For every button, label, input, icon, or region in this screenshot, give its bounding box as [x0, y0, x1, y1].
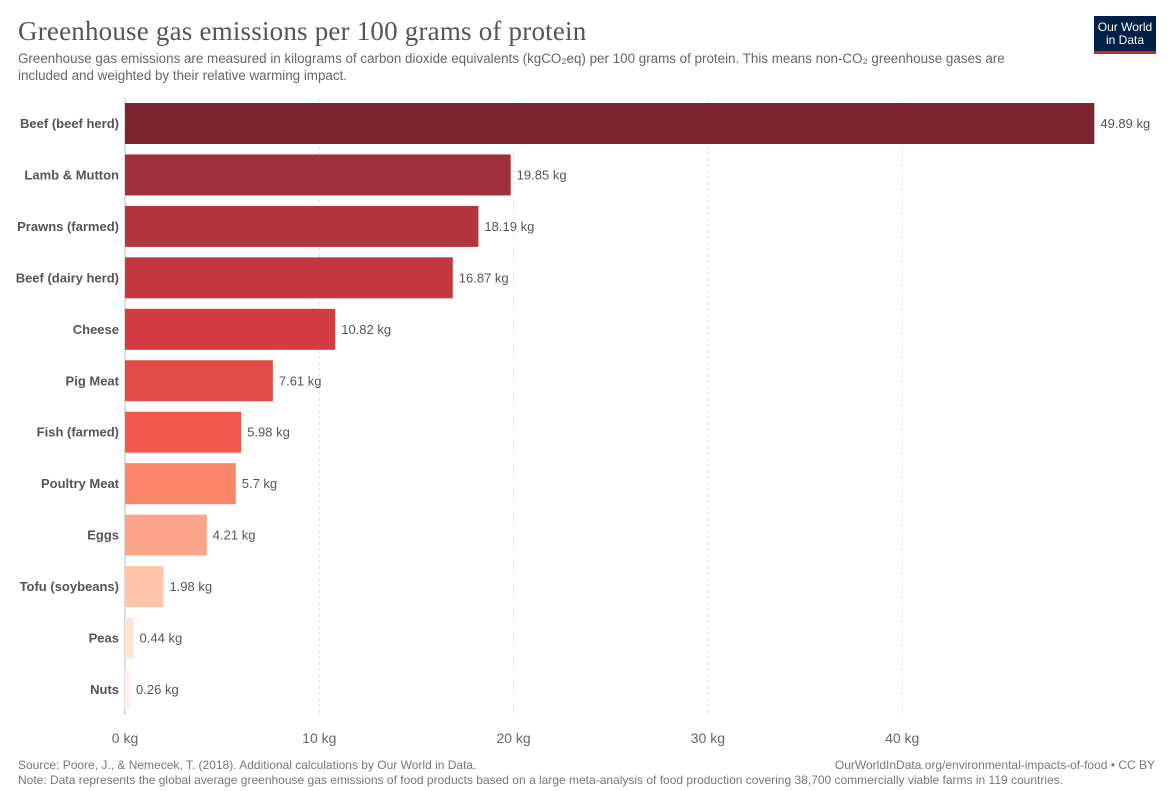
- data-note: Note: Data represents the global average…: [18, 773, 1064, 787]
- value-label: 5.98 kg: [247, 425, 290, 440]
- category-label: Eggs: [87, 528, 119, 543]
- category-label: Beef (dairy herd): [16, 270, 119, 285]
- source-url[interactable]: OurWorldInData.org/environmental-impacts…: [834, 758, 1155, 772]
- source-note: Source: Poore, J., & Nemecek, T. (2018).…: [18, 758, 477, 772]
- value-label: 0.44 kg: [140, 631, 183, 646]
- category-label: Peas: [89, 631, 119, 646]
- value-label: 18.19 kg: [484, 219, 534, 234]
- value-label: 4.21 kg: [213, 528, 256, 543]
- bars: [125, 103, 1095, 710]
- value-label: 0.26 kg: [136, 682, 179, 697]
- labels: Beef (beef herd) 49.89 kg Lamb & Mutton 19.…: [16, 116, 1151, 697]
- bar[interactable]: [125, 360, 273, 402]
- x-tick-label: 30 kg: [691, 730, 725, 746]
- bar[interactable]: [125, 668, 131, 710]
- bar[interactable]: [125, 411, 242, 453]
- value-label: 7.61 kg: [279, 373, 322, 388]
- bar[interactable]: [125, 154, 511, 196]
- x-tick-label: 20 kg: [496, 730, 530, 746]
- category-label: Pig Meat: [66, 373, 120, 388]
- logo-line-1: Our World: [1097, 20, 1153, 34]
- category-label: Tofu (soybeans): [20, 579, 119, 594]
- value-label: 1.98 kg: [169, 579, 212, 594]
- bar[interactable]: [125, 257, 453, 299]
- category-label: Prawns (farmed): [17, 219, 119, 234]
- value-label: 10.82 kg: [341, 322, 391, 337]
- category-label: Cheese: [73, 322, 119, 337]
- x-tick-label: 10 kg: [302, 730, 336, 746]
- category-label: Lamb & Mutton: [24, 167, 119, 182]
- x-axis-ticks: 0 kg 10 kg 20 kg 30 kg 40 kg: [112, 730, 920, 746]
- value-label: 16.87 kg: [459, 270, 509, 285]
- owid-logo[interactable]: Our World in Data: [1094, 16, 1156, 54]
- bar[interactable]: [125, 566, 164, 608]
- logo-line-2: in Data: [1105, 33, 1145, 47]
- chart-title: Greenhouse gas emissions per 100 grams o…: [18, 16, 587, 46]
- value-label: 49.89 kg: [1100, 116, 1150, 131]
- category-label: Beef (beef herd): [20, 116, 119, 131]
- value-label: 5.7 kg: [242, 476, 277, 491]
- bar[interactable]: [125, 308, 336, 350]
- bar[interactable]: [125, 514, 207, 556]
- x-tick-label: 40 kg: [885, 730, 919, 746]
- bar[interactable]: [125, 617, 134, 659]
- bar[interactable]: [125, 463, 236, 505]
- bar[interactable]: [125, 205, 479, 247]
- category-label: Nuts: [90, 682, 119, 697]
- category-label: Poultry Meat: [41, 476, 120, 491]
- chart-subtitle: Greenhouse gas emissions are measured in…: [18, 51, 1005, 83]
- category-label: Fish (farmed): [37, 425, 119, 440]
- x-tick-label: 0 kg: [112, 730, 138, 746]
- bar[interactable]: [125, 103, 1095, 144]
- value-label: 19.85 kg: [517, 167, 567, 182]
- grid-lines: [124, 98, 903, 715]
